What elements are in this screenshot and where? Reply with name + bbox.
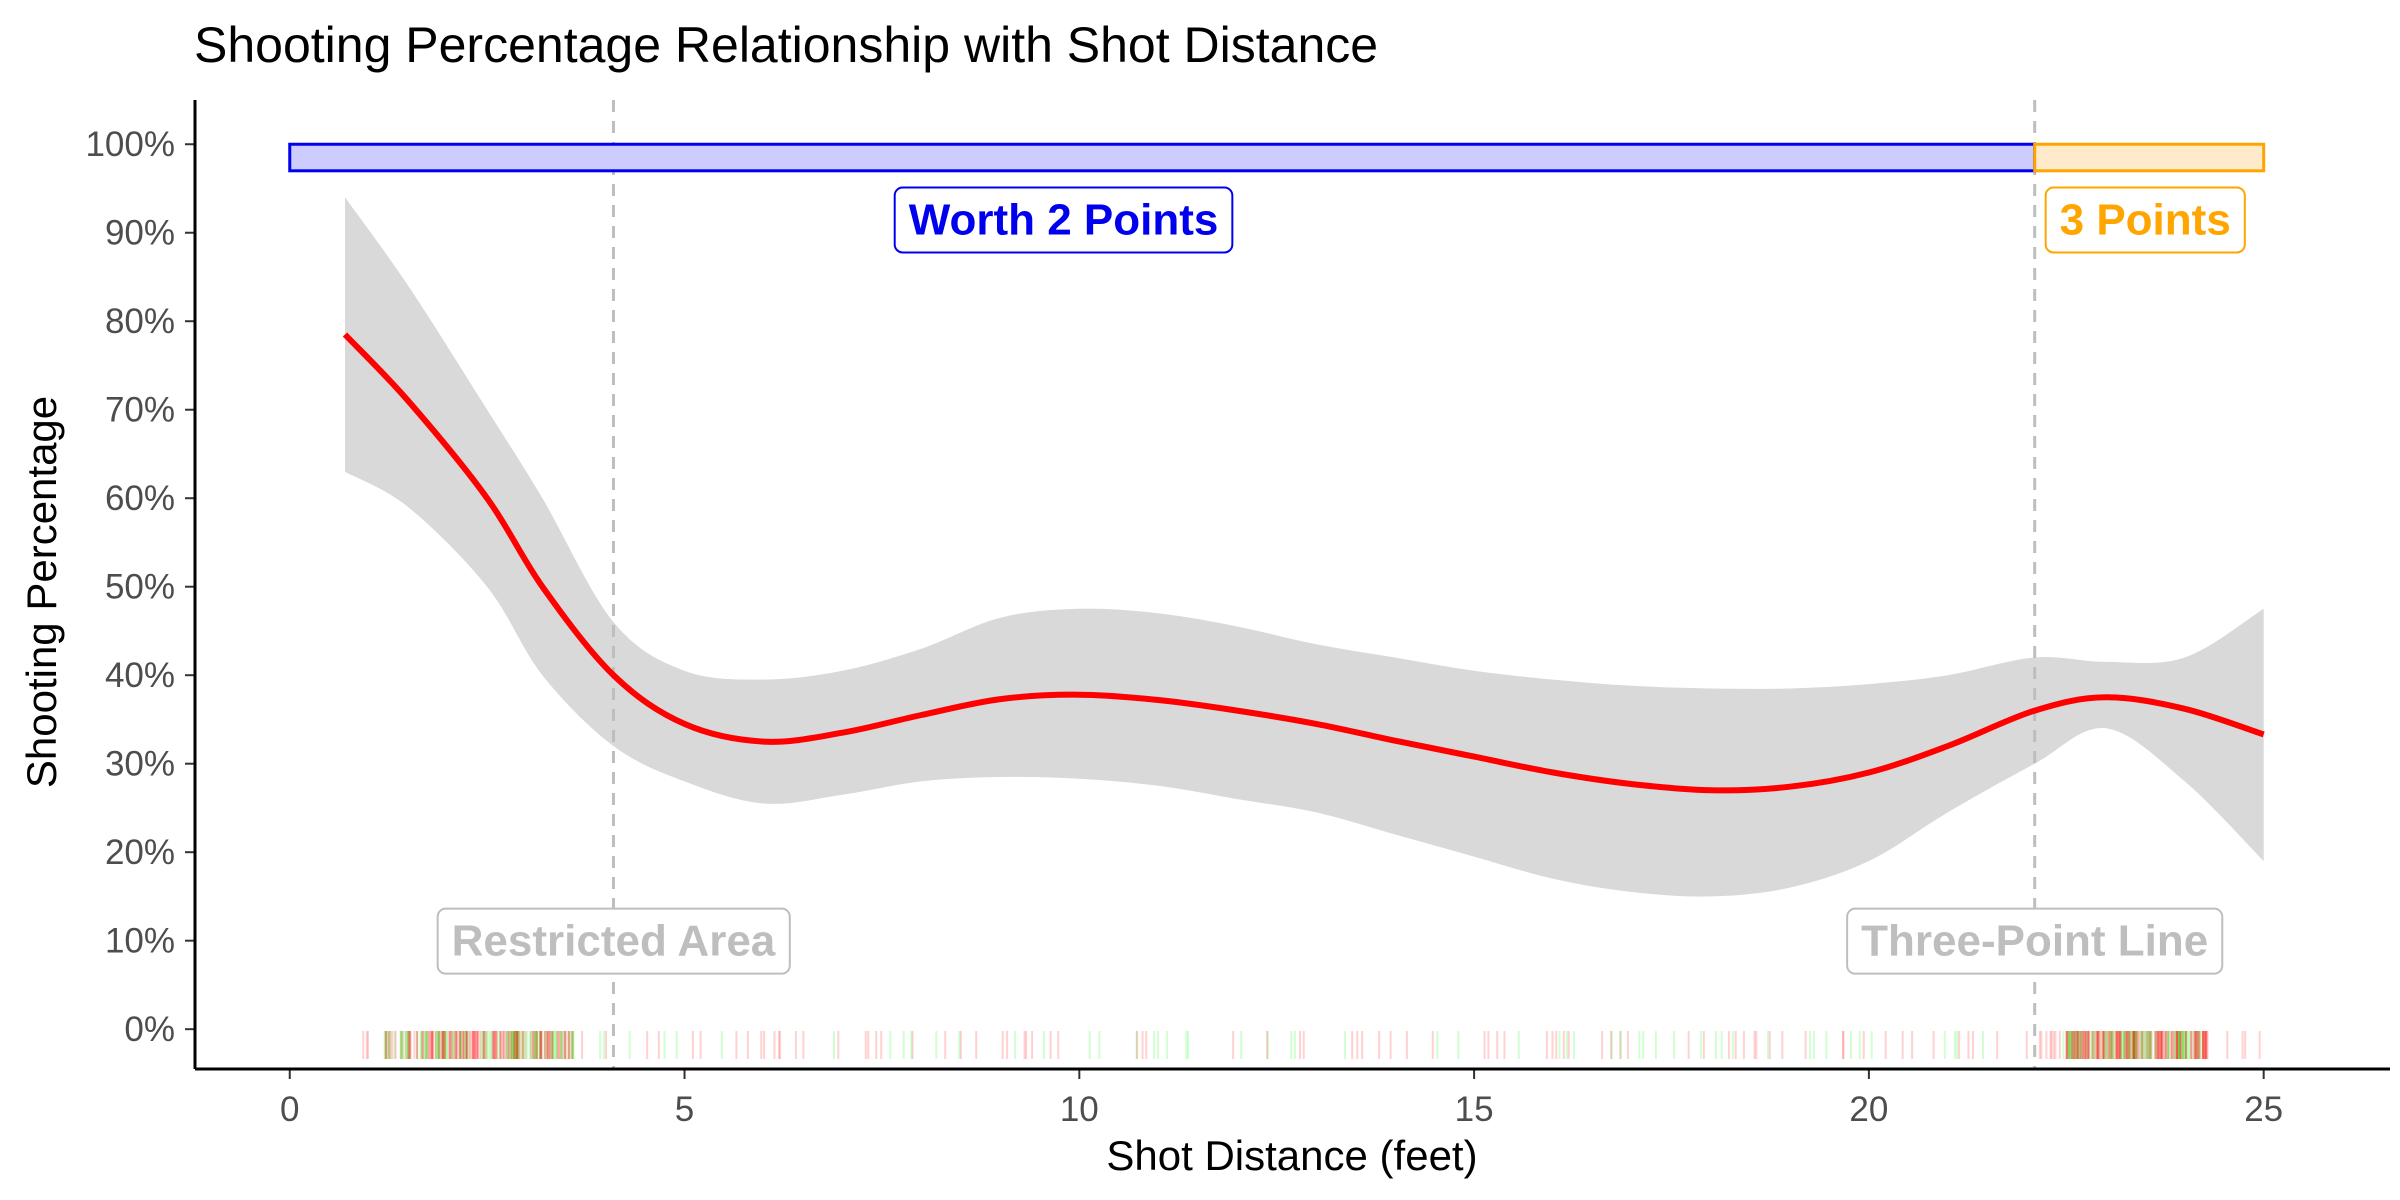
zone-label-2pt: Worth 2 Points xyxy=(893,186,1234,254)
zone-label-3pt-text: 3 Points xyxy=(2060,195,2231,244)
x-tick-label: 15 xyxy=(1455,1090,1494,1129)
x-tick-label: 25 xyxy=(2244,1090,2283,1129)
x-tick-label: 10 xyxy=(1060,1090,1099,1129)
zone-label-3pt: 3 Points xyxy=(2044,186,2246,254)
y-tick-label: 90% xyxy=(105,214,175,253)
restricted-area-label-text: Restricted Area xyxy=(452,917,776,966)
three-point-line-label: Three-Point Line xyxy=(1846,907,2224,975)
zone-label-2pt-box xyxy=(893,186,1234,254)
y-tick-label: 40% xyxy=(105,656,175,695)
three-point-line-label-text: Three-Point Line xyxy=(1861,917,2208,966)
restricted-area-label: Restricted Area xyxy=(436,907,791,975)
y-tick-label: 80% xyxy=(105,302,175,341)
x-axis-title: Shot Distance (feet) xyxy=(1106,1132,1477,1179)
y-tick-label: 30% xyxy=(105,745,175,784)
x-tick-label: 0 xyxy=(280,1090,299,1129)
y-tick-label: 0% xyxy=(124,1010,175,1049)
y-tick-label: 10% xyxy=(105,922,175,961)
zone-label-2pt-text: Worth 2 Points xyxy=(909,195,1219,244)
x-axis-ticks: 0 5 10 15 20 25 xyxy=(280,1069,2283,1129)
x-tick-label: 5 xyxy=(675,1090,694,1129)
rug-marks xyxy=(362,1031,2261,1059)
x-tick-label: 20 xyxy=(1849,1090,1888,1129)
y-tick-label: 100% xyxy=(85,125,175,164)
restricted-area-label-box xyxy=(436,907,791,975)
y-axis-ticks: 0% 10% 20% 30% 40% 50% 60% 70% 80% 90% 100% xyxy=(85,125,195,1049)
y-tick-label: 60% xyxy=(105,479,175,518)
y-axis-title: Shooting Percentage xyxy=(18,396,65,788)
y-tick-label: 50% xyxy=(105,568,175,607)
confidence-band xyxy=(345,197,2264,897)
fitted-line xyxy=(342,332,2265,794)
y-tick-label: 70% xyxy=(105,391,175,430)
chart-title: Shooting Percentage Relationship with Sh… xyxy=(194,17,1378,73)
zone-bar xyxy=(2033,142,2266,173)
zone-label-3pt-box xyxy=(2044,186,2246,254)
plot-area: Worth 2 Points 3 Points Restricted Area Thr… xyxy=(288,100,2266,1069)
three-point-line-label-box xyxy=(1846,907,2224,975)
y-tick-label: 20% xyxy=(105,833,175,872)
zone-bar xyxy=(288,142,2037,173)
